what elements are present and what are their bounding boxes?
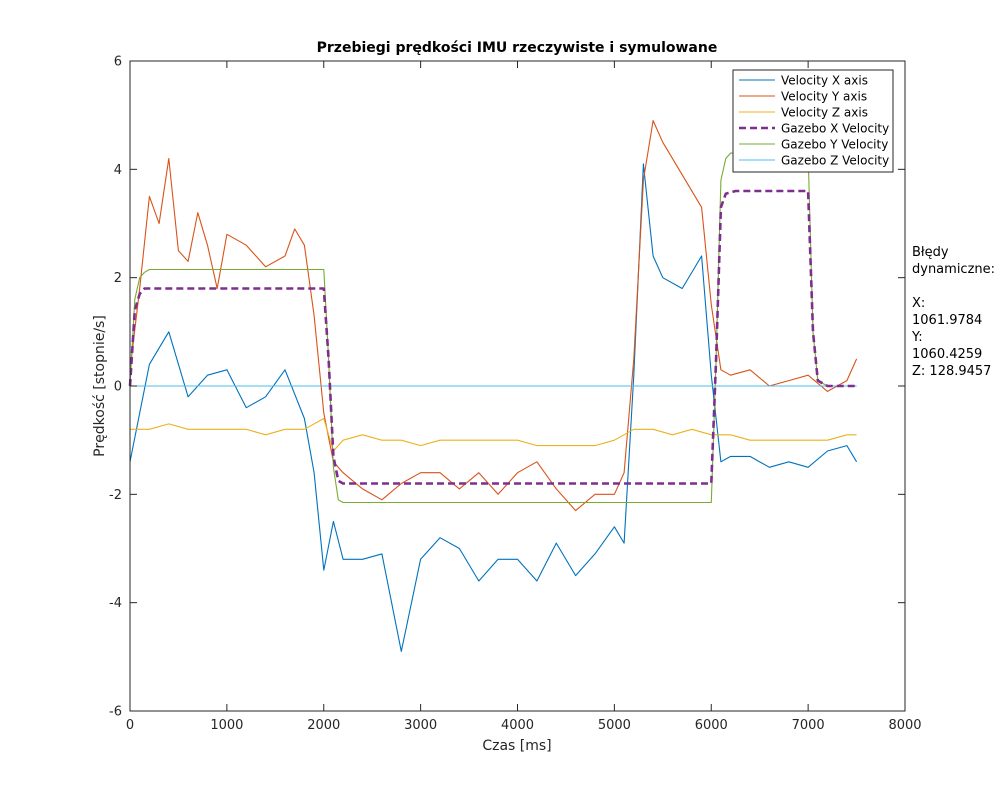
y-tick-label: -4	[109, 596, 122, 611]
x-tick-label: 7000	[792, 718, 825, 733]
legend-label: Velocity Z axis	[781, 106, 868, 120]
y-tick-label: 2	[114, 271, 122, 286]
x-tick-label: 8000	[888, 718, 921, 733]
series-line-velocity-z-axis	[130, 417, 857, 452]
errors-heading-1: Błędy	[912, 245, 949, 260]
error-y-label: Y:	[912, 330, 923, 345]
x-tick-label: 6000	[695, 718, 728, 733]
legend-label: Gazebo X Velocity	[781, 122, 889, 136]
error-z-value: Z: 128.9457	[912, 364, 992, 379]
series-line-gazebo-x-velocity	[128, 189, 857, 485]
x-tick-label: 5000	[598, 718, 631, 733]
legend-label: Gazebo Z Velocity	[781, 154, 889, 168]
x-tick-label: 0	[126, 718, 134, 733]
y-axis-label: Prędkość [stopnie/s]	[92, 315, 108, 457]
dynamic-errors-note: Błędy dynamiczne: X: 1061.9784 Y: 1060.4…	[912, 244, 1000, 380]
legend-label: Gazebo Y Velocity	[781, 138, 888, 152]
y-tick-label: 4	[114, 163, 122, 178]
series-layer	[128, 120, 858, 652]
y-tick-label: -6	[109, 705, 122, 720]
error-x-value: 1061.9784	[912, 313, 983, 328]
x-tick-label: 2000	[307, 718, 340, 733]
series-line-velocity-x-axis	[129, 163, 858, 652]
series-line-gazebo-y-velocity	[129, 152, 857, 504]
error-x-label: X:	[912, 296, 926, 311]
y-tick-label: 6	[114, 55, 122, 70]
x-axis-label: Czas [ms]	[482, 738, 551, 754]
legend-label: Velocity X axis	[781, 74, 868, 88]
chart-title: Przebiegi prędkości IMU rzeczywiste i sy…	[317, 40, 718, 56]
legend-label: Velocity Y axis	[781, 90, 867, 104]
error-y-value: 1060.4259	[912, 347, 983, 362]
legend-box	[732, 69, 894, 173]
x-tick-label: 4000	[501, 718, 534, 733]
errors-heading-2: dynamiczne:	[912, 262, 996, 277]
y-tick-label: 0	[114, 380, 122, 395]
axes-layer: 0 1000 2000 3000 4000 5000 6000 7000 8000 -6 -4 -2 0…	[109, 55, 922, 734]
x-tick-label: 1000	[210, 718, 243, 733]
x-tick-label: 3000	[404, 718, 437, 733]
y-tick-label: -2	[109, 488, 122, 503]
legend: Velocity X axis Velocity Y axis Velocity Z…	[732, 69, 894, 173]
